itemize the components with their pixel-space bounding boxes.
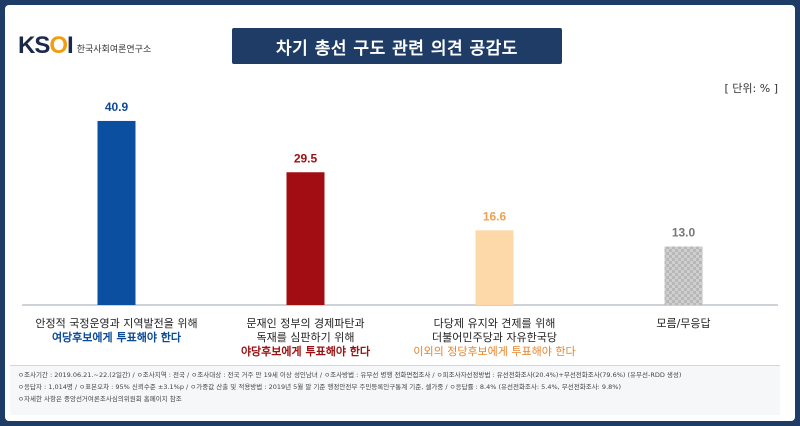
category-label-2-line-2: 독재를 심판하기 위해 xyxy=(256,330,354,344)
category-label-3-line-1: 다당제 유지와 견제를 위해 xyxy=(434,316,556,330)
ksoi-logo: KSOI 한국사회여론연구소 xyxy=(18,34,151,58)
bar-2 xyxy=(286,172,325,305)
bar-3 xyxy=(475,230,514,305)
category-highlight-3: 이외의 정당후보에게 투표해야 한다 xyxy=(413,344,575,358)
category-label-2-line-1: 문재인 정부의 경제파탄과 xyxy=(246,317,364,330)
category-label-4-line-1: 모름/무응답 xyxy=(656,317,710,330)
data-label-4: 13.0 xyxy=(672,226,696,240)
footer-line-1: ㅇ조사기간 : 2019.06.21.~22.(2일간) / ㅇ조사지역 : 전… xyxy=(18,371,682,379)
chart-title: 차기 총선 구도 관련 의견 공감도 xyxy=(232,28,562,64)
bar-4 xyxy=(664,246,703,305)
logo-mark: KSOI xyxy=(18,32,74,59)
footer-line-3: ㅇ자세한 사항은 중앙선거여론조사심의위원회 홈페이지 참조 xyxy=(18,395,182,403)
data-label-1: 40.9 xyxy=(105,100,129,114)
bar-1 xyxy=(97,120,136,305)
logo-subtitle: 한국사회여론연구소 xyxy=(76,45,152,55)
category-highlight-2: 야당후보에게 투표해야 한다 xyxy=(241,344,371,358)
category-label-1-line-1: 안정적 국정운영과 지역발전을 위해 xyxy=(35,316,197,330)
category-highlight-1: 여당후보에게 투표해야 한다 xyxy=(52,330,182,344)
data-label-3: 16.6 xyxy=(483,209,507,223)
unit-label: [ 단위: % ] xyxy=(724,82,778,95)
category-label-3-line-2: 더불어민주당과 자유한국당 xyxy=(432,331,557,344)
footer-line-2: ㅇ응답자 : 1,014명 / ㅇ표본오차 : 95% 신뢰수준 ±3.1%p … xyxy=(18,383,621,391)
data-label-2: 29.5 xyxy=(294,151,318,165)
survey-footer: ㅇ조사기간 : 2019.06.21.~22.(2일간) / ㅇ조사지역 : 전… xyxy=(10,365,780,415)
chart-card xyxy=(5,5,795,421)
